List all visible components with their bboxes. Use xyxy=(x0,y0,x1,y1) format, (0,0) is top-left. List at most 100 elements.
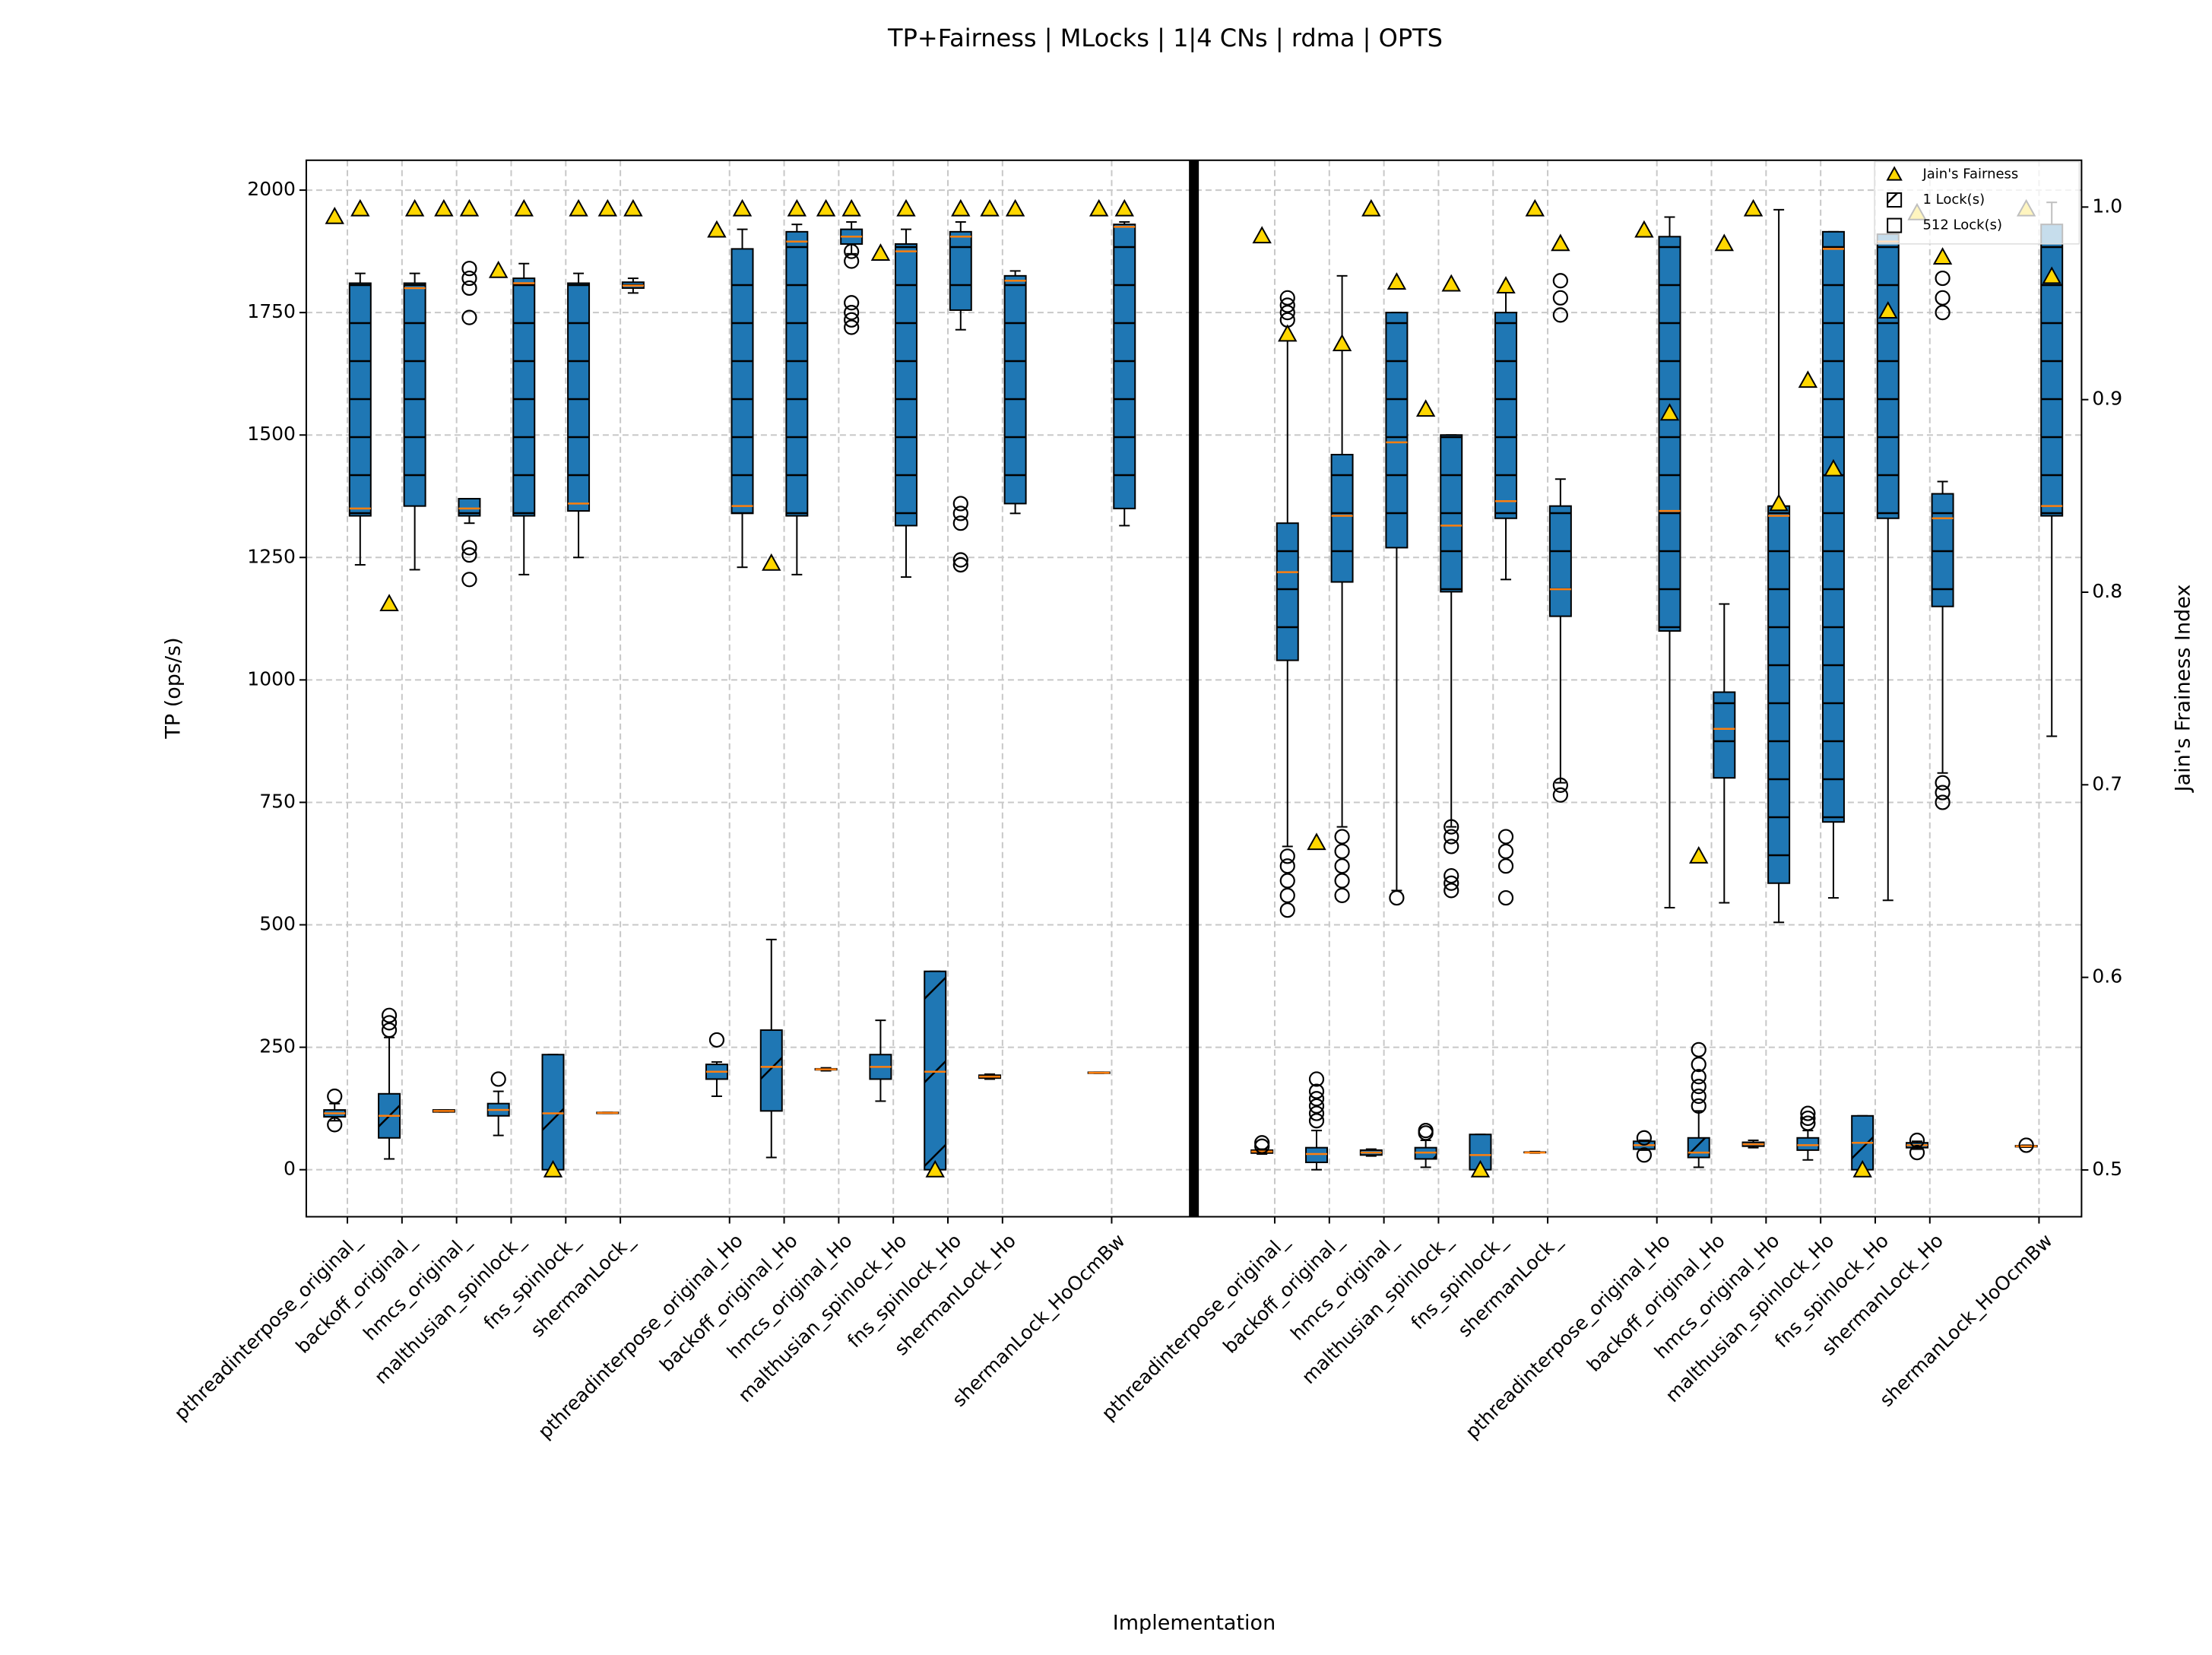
outlier xyxy=(1691,1088,1707,1105)
y-tick-label: 2000 xyxy=(247,178,296,200)
plot-frame xyxy=(305,159,2083,1218)
outlier xyxy=(1444,819,1459,835)
y2-axis-label: Jain's Frainess Index xyxy=(2172,585,2195,794)
outlier xyxy=(461,270,477,287)
outlier xyxy=(1279,305,1295,321)
box-hatch xyxy=(1797,1137,1819,1150)
outlier xyxy=(1334,887,1350,903)
outlier xyxy=(327,1088,343,1105)
outlier xyxy=(1308,1105,1325,1121)
outlier xyxy=(1444,867,1459,884)
fairness-marker xyxy=(1551,233,1570,252)
box-hatch xyxy=(760,1030,782,1111)
outlier xyxy=(1935,305,1951,321)
outlier xyxy=(1552,777,1568,793)
fairness-marker xyxy=(459,198,480,217)
fairness-marker xyxy=(1852,1159,1872,1178)
fairness-marker xyxy=(434,198,454,217)
outlier xyxy=(1552,787,1568,803)
outlier xyxy=(1691,1042,1707,1057)
y-tick-label: 1250 xyxy=(247,545,296,567)
outlier xyxy=(461,572,477,588)
fairness-marker xyxy=(1441,274,1461,292)
box-hatch xyxy=(1440,435,1463,592)
box-hatch xyxy=(1932,493,1954,607)
outlier xyxy=(952,506,968,522)
box-hatch xyxy=(1004,275,1026,504)
fairness-marker xyxy=(762,553,781,571)
box-hatch xyxy=(1276,523,1298,661)
fairness-marker xyxy=(1689,845,1709,864)
box-hatch xyxy=(1495,312,1517,518)
y-tick-label: 750 xyxy=(259,790,296,812)
outlier xyxy=(844,253,860,269)
fairness-marker xyxy=(1361,198,1381,217)
fairness-marker xyxy=(816,198,836,217)
fairness-marker xyxy=(1496,276,1516,294)
outlier xyxy=(1691,1057,1707,1073)
box-hatch xyxy=(568,283,590,512)
box-hatch xyxy=(1659,236,1681,631)
fairness-marker xyxy=(951,198,971,217)
fairness-marker xyxy=(514,198,534,217)
outlier xyxy=(381,1022,398,1038)
box-hatch xyxy=(1822,231,1844,823)
outlier xyxy=(1935,290,1951,306)
outlier xyxy=(844,312,860,328)
outlier xyxy=(1279,887,1295,903)
outlier xyxy=(1552,273,1568,289)
outlier xyxy=(1636,1130,1653,1146)
fairness-marker xyxy=(1743,198,1764,217)
outlier xyxy=(461,309,477,325)
legend-label: Jain's Fairness xyxy=(1922,166,2018,182)
outlier xyxy=(844,305,860,321)
box-hatch xyxy=(1306,1147,1327,1162)
fairness-marker xyxy=(925,1159,945,1178)
fairness-marker xyxy=(1525,198,1545,217)
outlier xyxy=(1935,794,1951,810)
fairness-marker xyxy=(1307,832,1326,851)
y-tick-label: 1750 xyxy=(247,300,296,322)
outlier xyxy=(1279,297,1295,313)
fairness-marker xyxy=(1005,198,1025,217)
outlier xyxy=(381,1007,398,1023)
outlier xyxy=(1909,1144,1925,1161)
outlier xyxy=(1636,1147,1653,1163)
outlier xyxy=(1691,1098,1707,1114)
fairness-marker xyxy=(623,198,643,217)
box-hatch xyxy=(1549,506,1571,617)
y2-tick-label: 0.8 xyxy=(2092,580,2122,602)
outlier xyxy=(1909,1132,1925,1149)
box-hatch xyxy=(949,231,971,310)
legend-label: 512 Lock(s) xyxy=(1922,217,2002,233)
box-hatch xyxy=(349,283,371,516)
fairness-marker xyxy=(732,198,753,217)
box-hatch xyxy=(458,498,480,516)
legend-frame xyxy=(1874,160,2080,245)
outlier xyxy=(1334,843,1350,859)
y-tick-label: 0 xyxy=(284,1158,296,1180)
outlier xyxy=(461,540,477,556)
fairness-marker xyxy=(1114,198,1134,217)
outlier xyxy=(952,552,968,568)
fairness-marker xyxy=(350,198,370,217)
outlier xyxy=(1497,889,1514,906)
fairness-marker xyxy=(1332,334,1352,352)
legend-marker xyxy=(1886,166,1903,181)
outlier xyxy=(844,295,860,311)
fairness-marker xyxy=(980,198,1000,217)
outlier xyxy=(1935,775,1951,791)
box-hatch xyxy=(924,971,946,1170)
outlier xyxy=(1308,1071,1325,1087)
fairness-marker xyxy=(787,198,807,217)
fairness-marker xyxy=(569,198,588,217)
outlier xyxy=(1691,1069,1707,1085)
outlier xyxy=(1497,829,1514,845)
fairness-marker xyxy=(2042,266,2061,284)
box-hatch xyxy=(1688,1137,1710,1158)
fairness-marker xyxy=(870,243,891,261)
outlier xyxy=(708,1032,725,1048)
fairness-marker xyxy=(488,260,509,278)
fairness-marker xyxy=(707,220,727,238)
